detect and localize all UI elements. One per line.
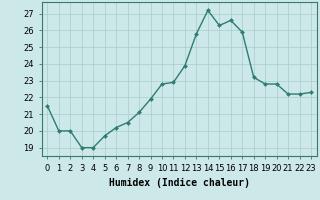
X-axis label: Humidex (Indice chaleur): Humidex (Indice chaleur) (109, 178, 250, 188)
